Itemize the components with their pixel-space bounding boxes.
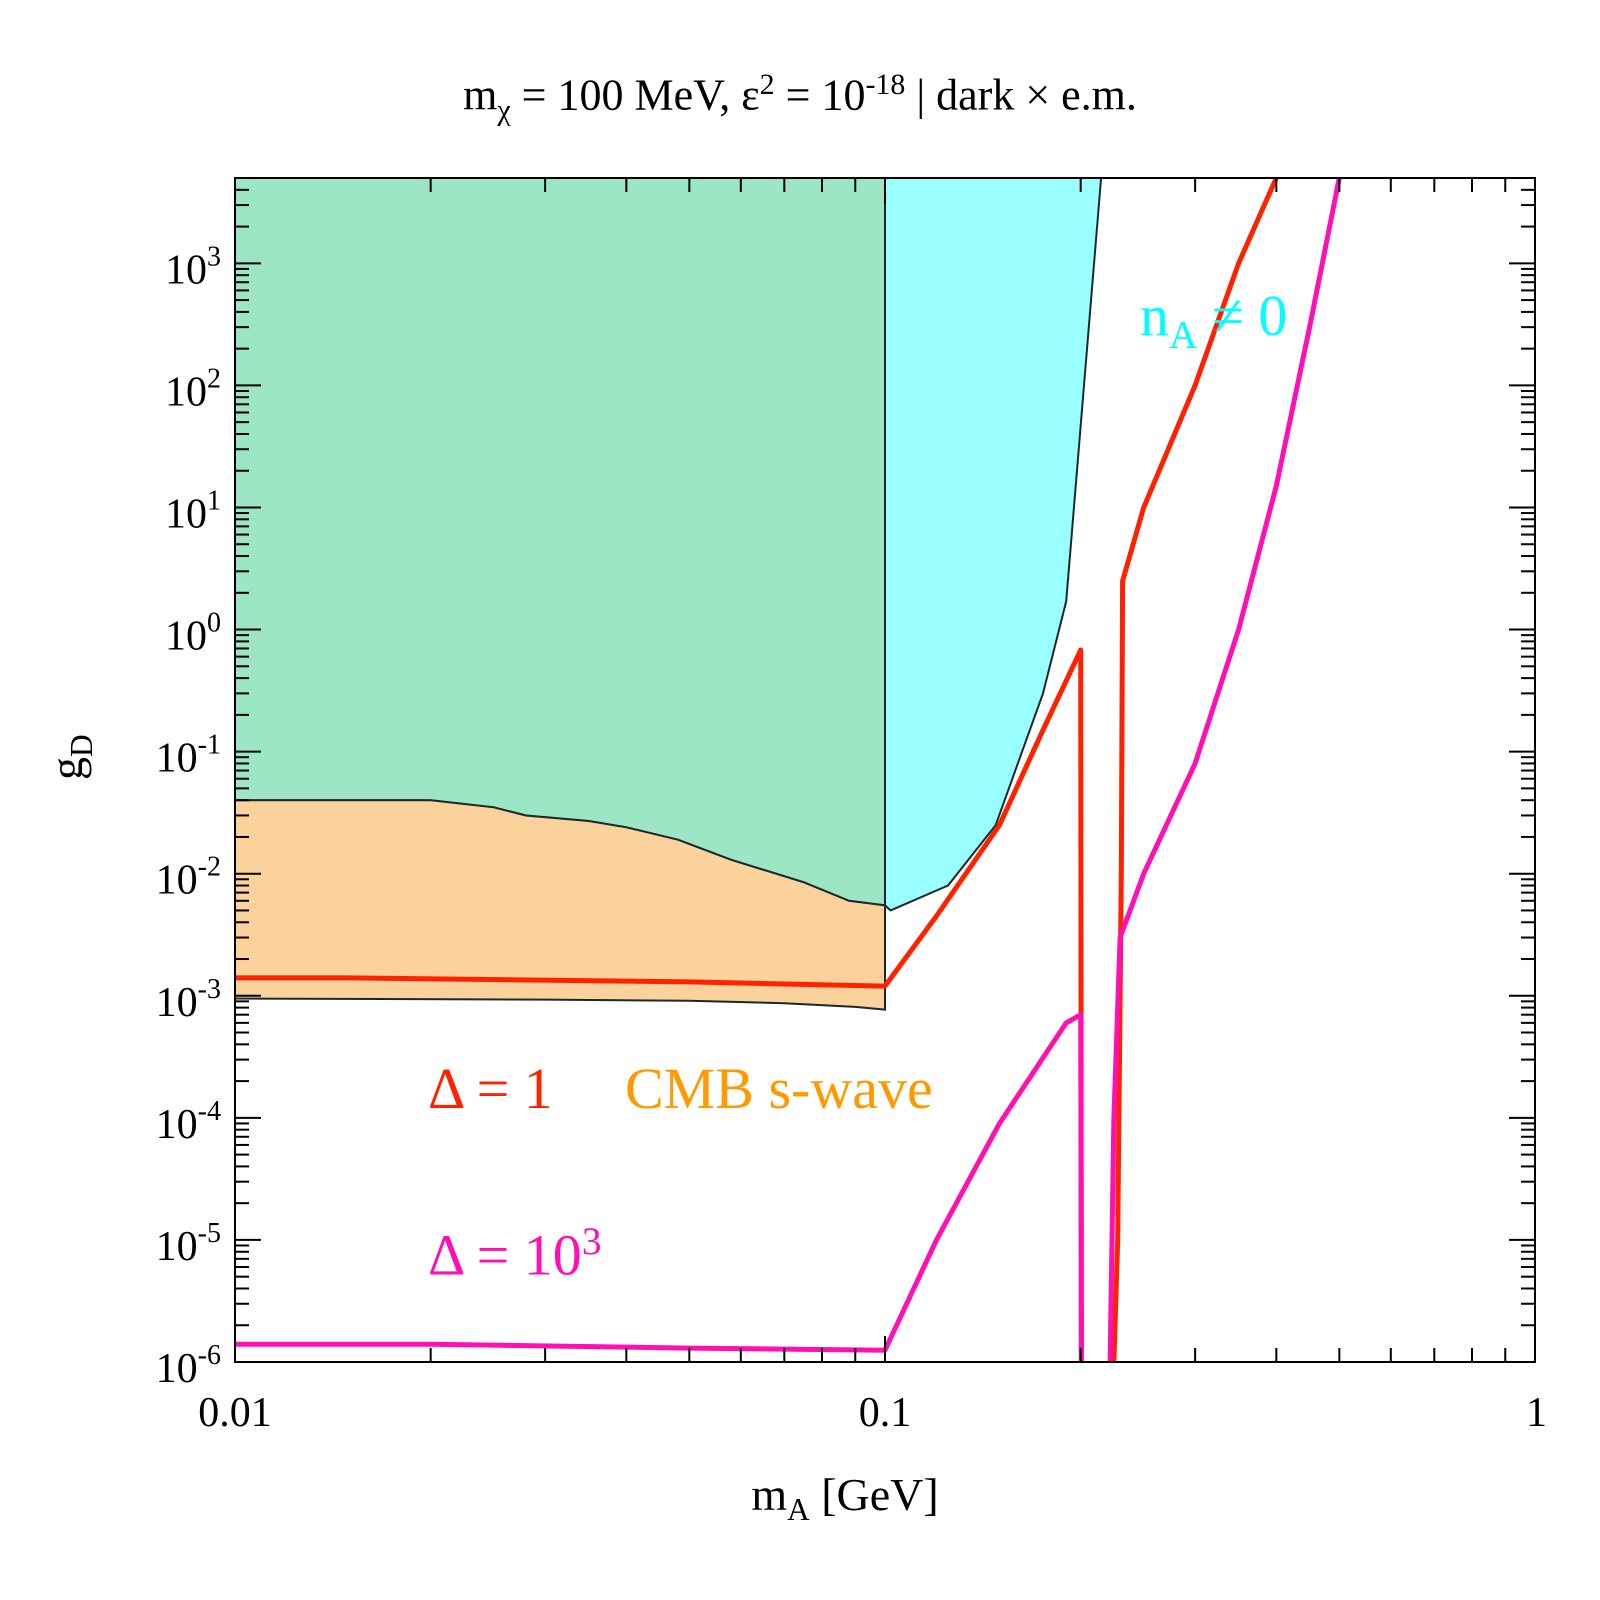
y-tick-label: 10-5 — [156, 1218, 221, 1270]
y-tick-label: 100 — [165, 608, 221, 660]
delta1-label: Δ = 1 — [428, 1056, 553, 1121]
ylabel-g: g — [41, 757, 92, 780]
y-tick-label: 10-1 — [156, 730, 221, 782]
series-1-segment-0 — [235, 1012, 1084, 1362]
y-tick-label: 101 — [165, 485, 221, 537]
delta1000-label: Δ = 103 — [428, 1218, 602, 1288]
x-tick-label: 0.1 — [859, 1390, 912, 1436]
y-tick-label: 10-2 — [156, 852, 221, 904]
y-tick-label: 10-4 — [156, 1096, 221, 1148]
title-chi: χ — [497, 93, 511, 127]
cyan-region — [884, 178, 1103, 912]
xlabel-rest: [GeV] — [809, 1469, 939, 1520]
na-label: nA ≠ 0 — [1140, 282, 1287, 358]
chart-title: mχ = 100 MeV, ε2 = 10-18 | dark × e.m. — [0, 68, 1600, 127]
title-eps-value: = 10 — [774, 70, 866, 120]
na-label-main: n — [1140, 283, 1169, 348]
y-tick-label: 10-6 — [156, 1340, 221, 1392]
y-tick-label: 10-3 — [156, 974, 221, 1026]
orange-region — [235, 799, 886, 1011]
x-axis-label: mA [GeV] — [0, 1468, 1600, 1528]
series-0-segment-1 — [1111, 178, 1279, 1362]
x-tick-label: 1 — [1526, 1390, 1547, 1436]
plot-area — [235, 178, 1342, 1362]
title-m: m — [463, 70, 498, 120]
xlabel-sub: A — [787, 1492, 810, 1528]
cmb-label: CMB s-wave — [625, 1056, 933, 1121]
green-region — [235, 178, 886, 907]
series-1-segment-1 — [1107, 178, 1342, 1362]
na-label-rest: ≠ 0 — [1197, 283, 1288, 348]
title-mass: = 100 MeV, ε — [510, 70, 760, 120]
y-tick-label: 102 — [165, 363, 221, 415]
series-0-segment-0 — [235, 647, 1084, 1362]
na-label-sub: A — [1169, 312, 1198, 357]
y-tick-label: 103 — [165, 241, 221, 293]
title-eps-exp: 2 — [759, 68, 775, 101]
ylabel-sub: D — [64, 734, 100, 757]
delta1000-sup: 3 — [581, 1219, 602, 1263]
delta1000-main: Δ = 10 — [428, 1222, 582, 1288]
y-axis-label: gD — [40, 734, 100, 780]
x-tick-label: 0.01 — [198, 1390, 272, 1436]
title-rest: | dark × e.m. — [905, 70, 1137, 120]
title-exp: -18 — [865, 68, 906, 101]
xlabel-m: m — [751, 1469, 788, 1520]
